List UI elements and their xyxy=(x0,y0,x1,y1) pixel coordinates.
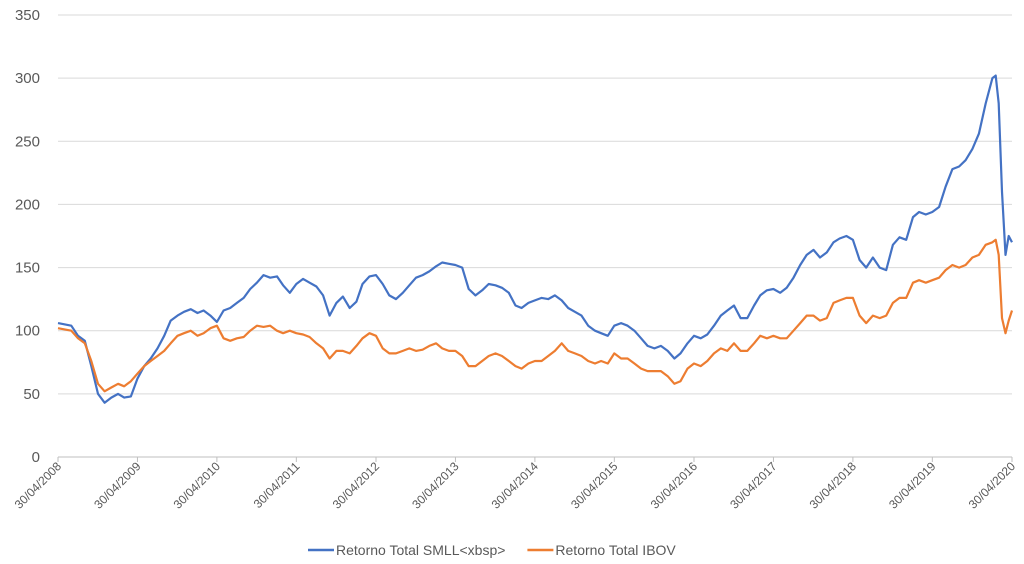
y-tick-label: 200 xyxy=(15,196,40,213)
x-tick-label: 30/04/2017 xyxy=(727,459,780,512)
x-tick-label: 30/04/2010 xyxy=(171,459,224,512)
series-line-1 xyxy=(57,238,1014,393)
y-axis-ticks: 0 50 100 150 200 250 300 350 xyxy=(15,7,40,466)
y-tick-label: 300 xyxy=(15,70,40,87)
x-tick-label: 30/04/2016 xyxy=(648,459,701,512)
x-tick-label: 30/04/2011 xyxy=(251,459,303,511)
series-line-0 xyxy=(57,74,1013,404)
x-axis-ticks: 30/04/2008 30/04/2009 30/04/2010 30/04/2011… xyxy=(12,457,1019,512)
y-tick-label: 150 xyxy=(15,260,40,277)
y-tick-label: 100 xyxy=(15,323,40,340)
series-lines xyxy=(57,74,1014,404)
x-tick-label: 30/04/2018 xyxy=(807,459,860,512)
x-tick-label: 30/04/2020 xyxy=(966,459,1019,512)
y-tick-label: 0 xyxy=(32,449,40,466)
x-tick-label: 30/04/2008 xyxy=(12,459,65,512)
x-tick-label: 30/04/2015 xyxy=(568,459,621,512)
y-tick-label: 250 xyxy=(15,133,40,150)
legend-label-1: Retorno Total IBOV xyxy=(555,542,676,558)
legend-label-0: Retorno Total SMLL<xbsp> xyxy=(336,542,505,558)
y-tick-label: 350 xyxy=(15,7,40,24)
x-tick-label: 30/04/2019 xyxy=(886,459,939,512)
legend: Retorno Total SMLL<xbsp> Retorno Total IB… xyxy=(308,542,676,558)
x-tick-label: 30/04/2009 xyxy=(91,459,144,512)
x-tick-label: 30/04/2013 xyxy=(409,459,462,512)
x-tick-label: 30/04/2014 xyxy=(489,459,542,512)
grid-lines xyxy=(58,14,1012,395)
y-tick-label: 50 xyxy=(23,386,40,403)
x-tick-label: 30/04/2012 xyxy=(330,459,383,512)
